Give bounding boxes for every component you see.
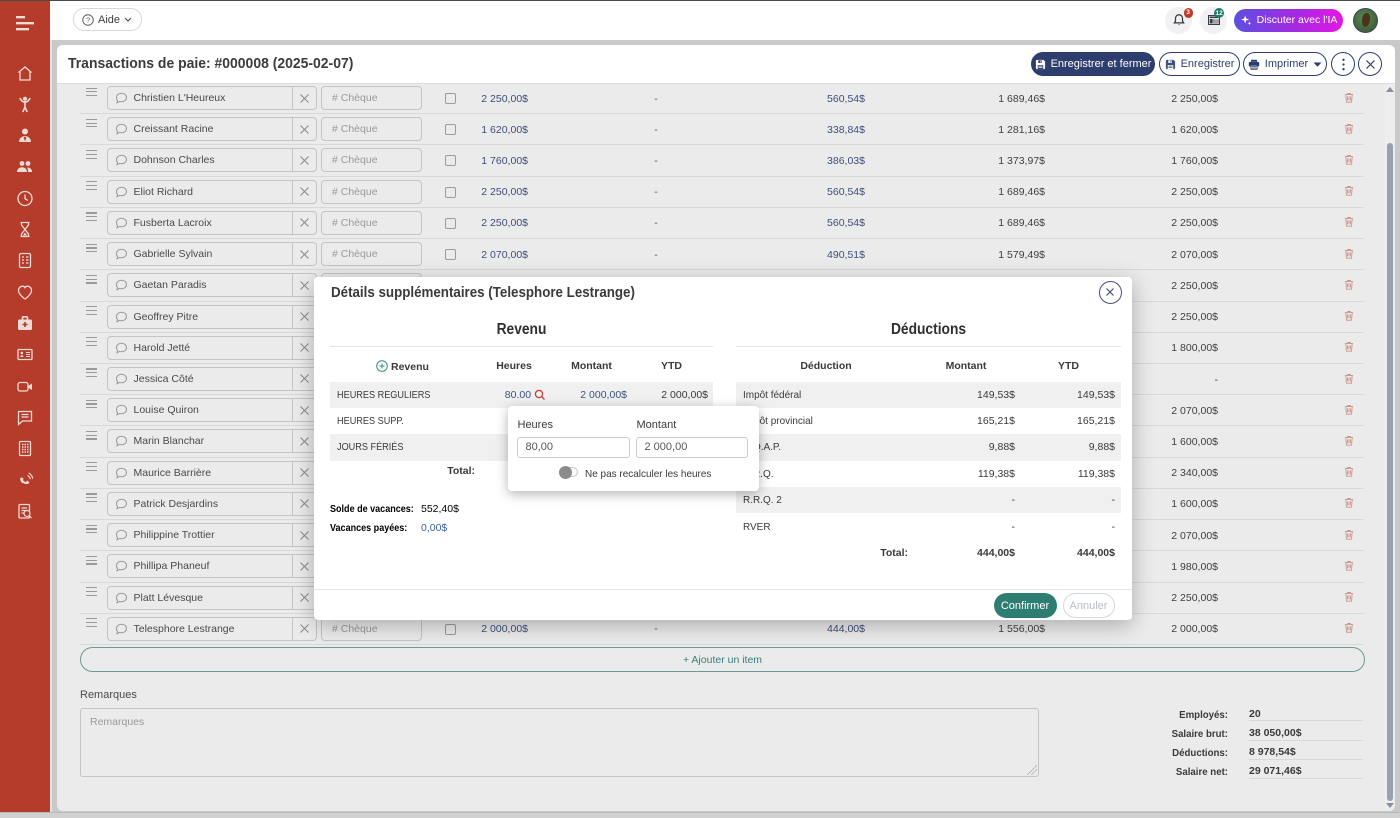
svg-text:?: ? <box>86 15 90 24</box>
